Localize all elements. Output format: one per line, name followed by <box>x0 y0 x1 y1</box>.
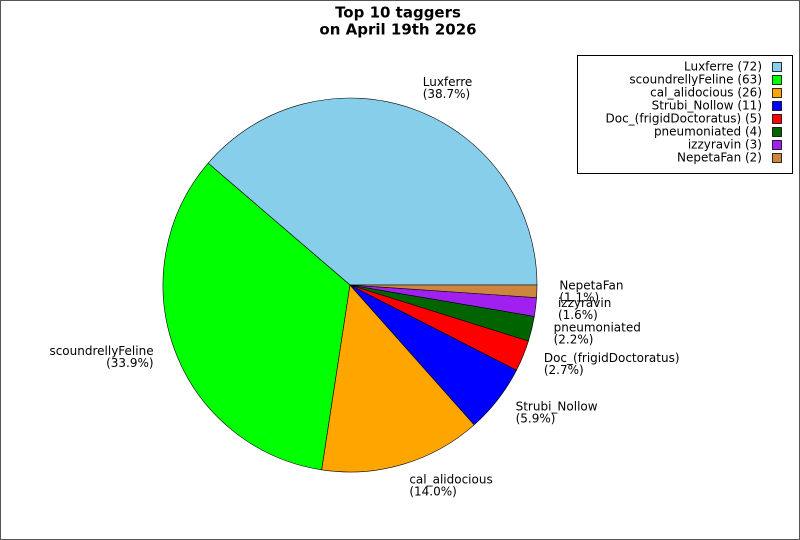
slice-label: cal_alidocious <box>409 472 492 486</box>
slice-label: NepetaFan <box>559 279 623 293</box>
slice-percent: (1.1%) <box>559 291 599 305</box>
slice-label: Strubi_Nollow <box>516 400 598 414</box>
pie-slice <box>162 162 351 471</box>
legend-label: pneumoniated (4) <box>654 125 762 139</box>
slice-label: izzyravin <box>558 296 611 310</box>
legend-label: izzyravin (3) <box>688 138 762 152</box>
legend-label: cal_alidocious (26) <box>650 86 762 100</box>
legend-label: NepetaFan (2) <box>677 151 762 165</box>
slice-label: Luxferre <box>423 75 473 89</box>
legend-swatch <box>772 140 782 150</box>
slice-percent: (1.6%) <box>558 308 598 322</box>
legend-label: Strubi_Nollow (11) <box>652 99 762 113</box>
legend-swatch <box>772 101 782 111</box>
pie-slice <box>207 97 538 286</box>
slice-label: scoundrellyFeline <box>49 344 153 358</box>
legend-swatch <box>772 62 782 72</box>
chart-title: on April 19th 2026 <box>319 21 476 39</box>
legend-label: scoundrellyFeline (63) <box>629 73 762 87</box>
legend-label: Doc_(frigidDoctoratus) (5) <box>606 112 763 126</box>
slice-percent: (2.2%) <box>554 333 594 347</box>
slice-percent: (2.7%) <box>544 363 584 377</box>
legend-swatch <box>772 153 782 163</box>
legend-swatch <box>772 75 782 85</box>
slice-percent: (14.0%) <box>409 484 456 498</box>
slice-label: Doc_(frigidDoctoratus) <box>544 351 680 365</box>
pie-slice <box>321 284 475 473</box>
legend-swatch <box>772 88 782 98</box>
legend-swatch <box>772 114 782 124</box>
slice-label: pneumoniated <box>554 321 641 335</box>
pie-slice <box>349 284 538 298</box>
slice-percent: (33.9%) <box>106 356 153 370</box>
slice-percent: (5.9%) <box>516 412 556 426</box>
chart-title: Top 10 taggers <box>335 4 461 22</box>
slice-percent: (38.7%) <box>423 87 470 101</box>
legend-box <box>577 55 793 174</box>
legend-label: Luxferre (72) <box>684 60 762 74</box>
legend-swatch <box>772 127 782 137</box>
